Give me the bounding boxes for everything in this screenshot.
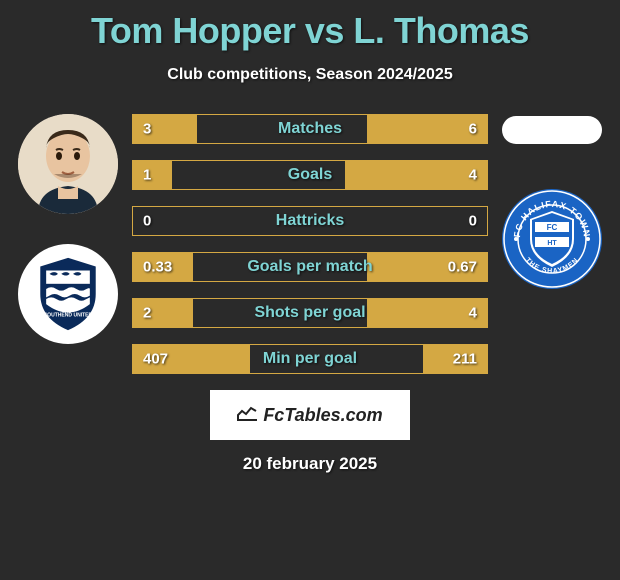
right-player-col: FC HALIFAX TOWN THE SHAYMEN FC HT — [492, 114, 612, 289]
bar-label: Hattricks — [276, 212, 344, 230]
left-player-avatar — [18, 114, 118, 214]
bar-value-left: 407 — [143, 351, 168, 368]
stat-bar: 0 0 Hattricks — [132, 206, 488, 236]
bar-fill-right — [345, 161, 487, 189]
stat-bar: 3 6 Matches — [132, 114, 488, 144]
right-club-crest: FC HALIFAX TOWN THE SHAYMEN FC HT — [502, 189, 602, 289]
shield-icon: SOUTHEND UNITED — [26, 252, 110, 336]
left-club-crest: SOUTHEND UNITED — [18, 244, 118, 344]
date-text: 20 february 2025 — [0, 454, 620, 474]
branding-text: FcTables.com — [263, 405, 382, 426]
left-player-col: SOUTHEND UNITED — [8, 114, 128, 344]
stat-bar: 1 4 Goals — [132, 160, 488, 190]
bar-value-left: 1 — [143, 167, 151, 184]
stat-bar: 407 211 Min per goal — [132, 344, 488, 374]
chart-icon — [237, 405, 257, 426]
bar-label: Goals — [288, 166, 332, 184]
right-player-avatar-placeholder — [502, 116, 602, 144]
bar-value-right: 4 — [469, 167, 477, 184]
bar-value-right: 211 — [453, 351, 477, 368]
stat-bar: 0.33 0.67 Goals per match — [132, 252, 488, 282]
svg-text:HT: HT — [547, 240, 557, 247]
bar-value-right: 0.67 — [448, 259, 477, 276]
bar-value-left: 2 — [143, 305, 151, 322]
bar-label: Matches — [278, 120, 342, 138]
person-icon — [18, 114, 118, 214]
svg-text:FC: FC — [547, 223, 558, 232]
bar-label: Min per goal — [263, 350, 357, 368]
bar-fill-left — [133, 161, 172, 189]
subtitle: Club competitions, Season 2024/2025 — [0, 66, 620, 84]
bar-value-left: 0.33 — [143, 259, 172, 276]
bar-value-right: 4 — [469, 305, 477, 322]
svg-text:SOUTHEND UNITED: SOUTHEND UNITED — [44, 313, 93, 319]
page-title: Tom Hopper vs L. Thomas — [0, 0, 620, 52]
bar-label: Goals per match — [247, 258, 372, 276]
bar-label: Shots per goal — [254, 304, 365, 322]
stat-bars: 3 6 Matches 1 4 Goals 0 0 Hattricks 0.33 0.67 Goals… — [128, 114, 492, 374]
branding-badge: FcTables.com — [210, 390, 410, 440]
bar-value-left: 3 — [143, 121, 151, 138]
shield-icon: FC HALIFAX TOWN THE SHAYMEN FC HT — [502, 189, 602, 289]
bar-value-right: 0 — [469, 213, 477, 230]
stat-bar: 2 4 Shots per goal — [132, 298, 488, 328]
bar-value-left: 0 — [143, 213, 151, 230]
comparison-row: SOUTHEND UNITED 3 6 Matches 1 4 Goals 0 0 Hattri… — [0, 114, 620, 374]
bar-value-right: 6 — [469, 121, 477, 138]
